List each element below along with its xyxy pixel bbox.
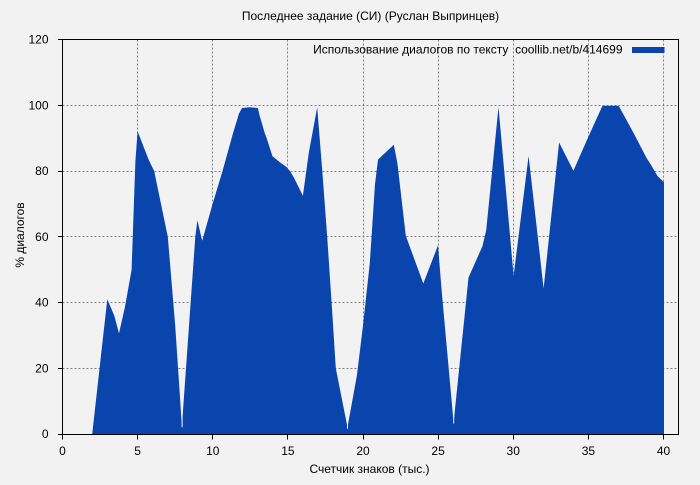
svg-text:100: 100 [28, 98, 48, 112]
svg-text:0: 0 [42, 427, 49, 441]
svg-text:35: 35 [582, 444, 596, 458]
svg-text:5: 5 [134, 444, 141, 458]
svg-text:15: 15 [281, 444, 295, 458]
svg-text:120: 120 [28, 33, 48, 47]
svg-text:Использование диалогов по текс: Использование диалогов по тексту coollib… [313, 43, 623, 57]
svg-text:20: 20 [35, 361, 49, 375]
svg-text:60: 60 [35, 230, 49, 244]
svg-text:40: 40 [35, 296, 49, 310]
svg-text:40: 40 [657, 444, 671, 458]
svg-text:0: 0 [59, 444, 66, 458]
svg-text:20: 20 [356, 444, 370, 458]
svg-text:80: 80 [35, 164, 49, 178]
svg-text:30: 30 [507, 444, 521, 458]
svg-text:25: 25 [431, 444, 445, 458]
svg-text:10: 10 [206, 444, 220, 458]
svg-text:% диалогов: % диалогов [13, 202, 27, 267]
svg-text:Счетчик знаков (тыс.): Счетчик знаков (тыс.) [309, 462, 429, 476]
svg-text:Последнее задание (СИ) (Руслан: Последнее задание (СИ) (Руслан Выпринцев… [242, 9, 499, 23]
